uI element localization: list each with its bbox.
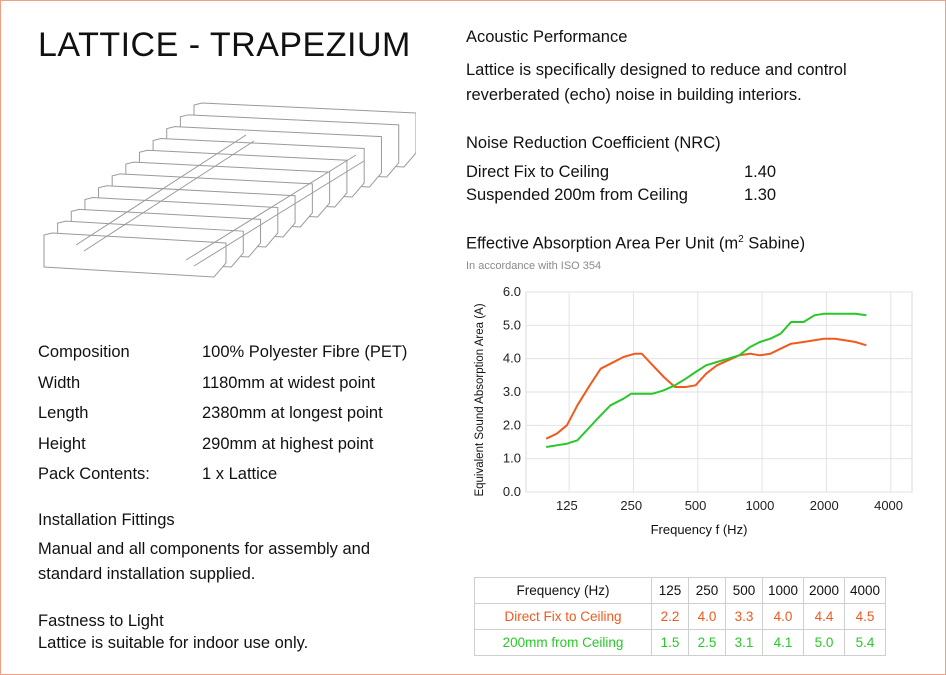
absorption-chart: 0.0 1.0 2.0 3.0 4.0 5.0 6.0 125 250 500 1000 2000 40… bbox=[474, 284, 913, 537]
series-line-direct bbox=[545, 337, 867, 440]
table-cell: 4.5 bbox=[844, 603, 886, 630]
table-cell: 2.2 bbox=[651, 603, 689, 630]
acoustic-text: Lattice is specifically designed to redu… bbox=[466, 61, 847, 104]
absorption-subheading: In accordance with ISO 354 bbox=[466, 260, 602, 272]
table-cell: 4.0 bbox=[762, 603, 804, 630]
spec-label: Length bbox=[38, 404, 89, 422]
table-row: Direct Fix to Ceiling 2.2 4.0 3.3 4.0 4.… bbox=[474, 603, 886, 630]
spec-label: Pack Contents: bbox=[38, 465, 150, 483]
table-cell: 4.4 bbox=[803, 603, 845, 630]
lattice-product-illustration bbox=[43, 102, 416, 278]
nrc-label: Direct Fix to Ceiling bbox=[466, 163, 610, 181]
absorption-heading-sup: 2 bbox=[738, 234, 744, 245]
installation-heading: Installation Fittings bbox=[38, 511, 175, 529]
table-cell: 3.1 bbox=[725, 629, 763, 656]
lattice-rail bbox=[185, 154, 357, 261]
table-header-cell: 125 bbox=[651, 577, 689, 604]
absorption-table: Frequency (Hz) 125 250 500 1000 2000 400… bbox=[474, 577, 886, 656]
nrc-heading: Noise Reduction Coefficient (NRC) bbox=[466, 134, 721, 152]
x-tick-label: 4000 bbox=[874, 498, 903, 513]
x-axis-label: Frequency f (Hz) bbox=[651, 522, 748, 537]
table-cell: 5.4 bbox=[844, 629, 886, 656]
table-header-cell: Frequency (Hz) bbox=[474, 577, 652, 604]
page-title: LATTICE - TRAPEZIUM bbox=[38, 26, 411, 64]
table-row-label: 200mm from Ceiling bbox=[474, 629, 652, 656]
table-cell: 4.1 bbox=[762, 629, 804, 656]
x-tick-label: 1000 bbox=[745, 498, 774, 513]
spec-value: 1180mm at widest point bbox=[202, 373, 376, 392]
absorption-heading: Effective Absorption Area Per Unit (m2 S… bbox=[466, 234, 805, 254]
table-row-label: Direct Fix to Ceiling bbox=[474, 603, 652, 630]
nrc-value: 1.30 bbox=[744, 186, 777, 204]
y-tick-label: 4.0 bbox=[503, 351, 521, 366]
spec-label: Width bbox=[38, 373, 81, 392]
table-header-cell: 1000 bbox=[762, 577, 804, 604]
absorption-heading-end: Sabine) bbox=[743, 234, 806, 253]
spec-value: 2380mm at longest point bbox=[202, 404, 383, 422]
y-tick-label: 2.0 bbox=[503, 417, 521, 432]
y-tick-label: 1.0 bbox=[503, 451, 521, 466]
absorption-heading-text: Effective Absorption Area Per Unit (m bbox=[466, 234, 739, 253]
table-header-cell: 4000 bbox=[844, 577, 886, 604]
spec-value: 1 x Lattice bbox=[202, 465, 278, 483]
y-tick-label: 6.0 bbox=[503, 284, 521, 299]
table-header-cell: 2000 bbox=[803, 577, 845, 604]
nrc-row: Direct Fix to Ceiling 1.40 bbox=[466, 163, 776, 182]
table-row: 200mm from Ceiling 1.5 2.5 3.1 4.1 5.0 5… bbox=[474, 629, 886, 656]
nrc-label: Suspended 200m from Ceiling bbox=[466, 186, 688, 204]
installation-text: Manual and all components for assembly a… bbox=[38, 540, 371, 583]
y-tick-label: 3.0 bbox=[503, 384, 521, 399]
x-tick-label: 125 bbox=[556, 498, 578, 513]
table-header-row: Frequency (Hz) 125 250 500 1000 2000 400… bbox=[474, 577, 886, 604]
series-line-suspended bbox=[546, 312, 867, 448]
fastness-text: Lattice is suitable for indoor use only. bbox=[38, 634, 309, 652]
y-tick-label: 5.0 bbox=[503, 317, 521, 332]
acoustic-heading: Acoustic Performance bbox=[466, 28, 628, 46]
fastness-heading: Fastness to Light bbox=[38, 612, 164, 630]
table-cell: 3.3 bbox=[725, 603, 763, 630]
spec-value: 290mm at highest point bbox=[202, 434, 374, 453]
lattice-rail bbox=[75, 134, 247, 246]
table-header-cell: 250 bbox=[688, 577, 726, 604]
y-tick-label: 0.0 bbox=[503, 484, 521, 499]
x-tick-label: 2000 bbox=[810, 498, 839, 513]
table-cell: 5.0 bbox=[803, 629, 845, 656]
spec-label: Composition bbox=[38, 343, 130, 361]
lattice-rail bbox=[83, 140, 255, 252]
y-axis-label: Equivalent Sound Absorption Area (A) bbox=[474, 303, 486, 496]
x-tick-label: 250 bbox=[620, 498, 642, 513]
table-header-cell: 500 bbox=[725, 577, 763, 604]
lattice-fin bbox=[43, 232, 227, 278]
table-cell: 2.5 bbox=[688, 629, 726, 656]
table-cell: 4.0 bbox=[688, 603, 726, 630]
spec-label: Height bbox=[38, 434, 86, 453]
table-cell: 1.5 bbox=[651, 629, 689, 656]
x-tick-label: 500 bbox=[685, 498, 707, 513]
nrc-value: 1.40 bbox=[744, 163, 777, 181]
nrc-row: Suspended 200m from Ceiling 1.30 bbox=[466, 186, 776, 205]
lattice-rail bbox=[193, 160, 365, 267]
spec-value: 100% Polyester Fibre (PET) bbox=[202, 343, 408, 361]
